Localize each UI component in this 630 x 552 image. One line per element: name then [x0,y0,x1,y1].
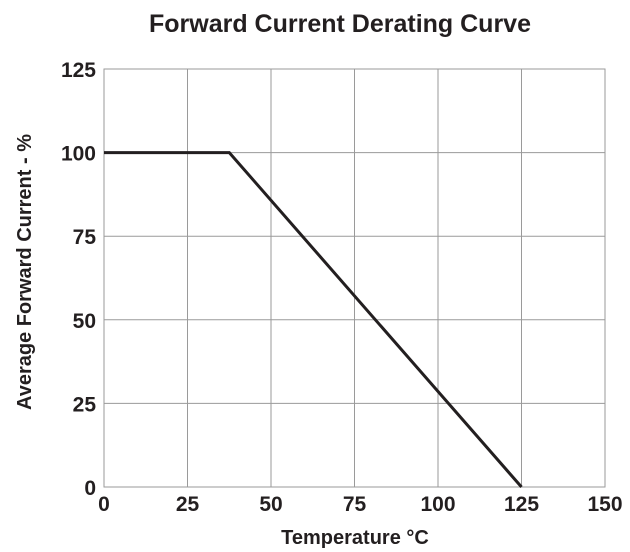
x-tick-label: 0 [98,493,110,516]
x-tick-label: 125 [504,493,539,516]
y-tick-label: 75 [73,226,97,249]
y-axis-ticks: 0 25 50 75 100 125 [61,59,96,500]
y-tick-label: 0 [84,477,96,500]
x-tick-label: 150 [587,493,622,516]
x-tick-label: 75 [343,493,367,516]
y-tick-label: 25 [73,393,97,416]
y-tick-label: 100 [61,143,96,166]
x-axis-label: Temperature °C [281,527,429,549]
plot-area-frame [103,68,606,488]
x-tick-label: 25 [176,493,200,516]
y-tick-label: 50 [73,310,96,333]
x-axis-ticks: 0 25 50 75 100 125 150 [98,493,622,516]
x-tick-label: 100 [420,493,455,516]
chart-title: Forward Current Derating Curve [149,10,531,38]
y-axis-label: Average Forward Current - % [14,134,36,410]
derating-curve-line [104,151,523,488]
data-series [104,151,523,488]
x-tick-label: 50 [259,493,282,516]
grid-lines [103,68,606,488]
y-tick-label: 125 [61,59,96,82]
